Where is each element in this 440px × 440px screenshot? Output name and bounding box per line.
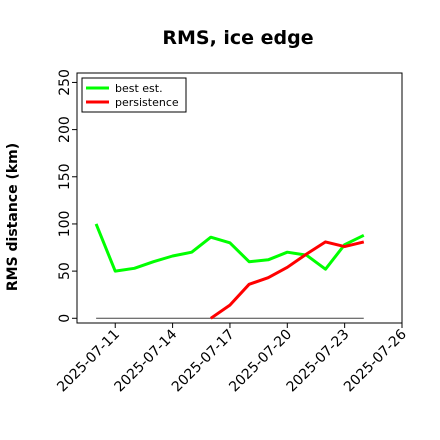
y-tick-label: 200	[57, 116, 73, 143]
plot-frame	[76, 72, 403, 324]
legend: best est. persistence	[81, 77, 187, 113]
y-tick-label: 150	[57, 163, 73, 190]
series-layer	[94, 223, 365, 320]
y-tick-label: 100	[57, 211, 73, 238]
chart-title: RMS, ice edge	[162, 27, 313, 49]
x-axis: 2025-07-112025-07-142025-07-172025-07-20…	[54, 323, 410, 395]
legend-box	[81, 77, 187, 113]
y-tick-label: 0	[57, 314, 73, 323]
y-tick-label: 250	[57, 69, 73, 96]
y-axis: 0 50 100 150 200 250	[57, 69, 77, 323]
legend-label-best-est: best est.	[115, 82, 163, 95]
legend-label-persistence: persistence	[115, 96, 179, 109]
series-line-best-est	[94, 223, 365, 273]
y-axis-label: RMS distance (km)	[5, 143, 21, 291]
y-tick-label: 50	[57, 262, 73, 280]
series-line-persistence	[209, 240, 365, 320]
